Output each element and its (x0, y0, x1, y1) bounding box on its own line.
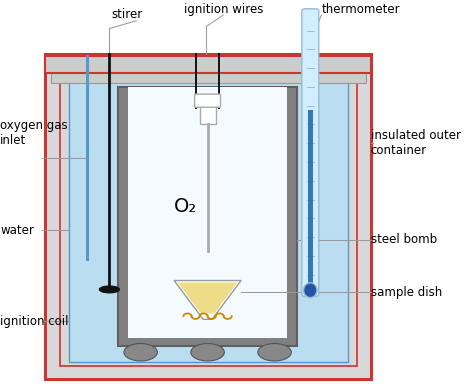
Polygon shape (174, 280, 241, 319)
Ellipse shape (258, 344, 292, 361)
Bar (118, 87, 297, 346)
Bar (308, 110, 312, 292)
Ellipse shape (191, 344, 224, 361)
Text: water: water (0, 224, 34, 237)
FancyBboxPatch shape (195, 94, 220, 107)
Ellipse shape (100, 286, 119, 293)
Text: thermometer: thermometer (321, 3, 400, 16)
Polygon shape (178, 282, 237, 314)
Text: O₂: O₂ (173, 197, 197, 216)
Text: steel bomb: steel bomb (371, 233, 437, 246)
Bar (60, 65, 357, 366)
Text: insulated outer
container: insulated outer container (371, 129, 461, 157)
Bar (200, 106, 216, 124)
Text: stirer: stirer (111, 8, 143, 21)
Ellipse shape (124, 344, 157, 361)
Bar (128, 87, 287, 338)
Bar (45, 56, 371, 73)
Text: ignition wires: ignition wires (183, 3, 263, 16)
Text: oxygen gas
inlet: oxygen gas inlet (0, 119, 68, 147)
FancyBboxPatch shape (302, 9, 319, 296)
Bar (69, 73, 348, 362)
Text: sample dish: sample dish (371, 286, 442, 299)
Bar (51, 55, 366, 83)
Ellipse shape (303, 283, 317, 298)
Text: ignition coil: ignition coil (0, 315, 69, 328)
Bar (45, 54, 371, 379)
